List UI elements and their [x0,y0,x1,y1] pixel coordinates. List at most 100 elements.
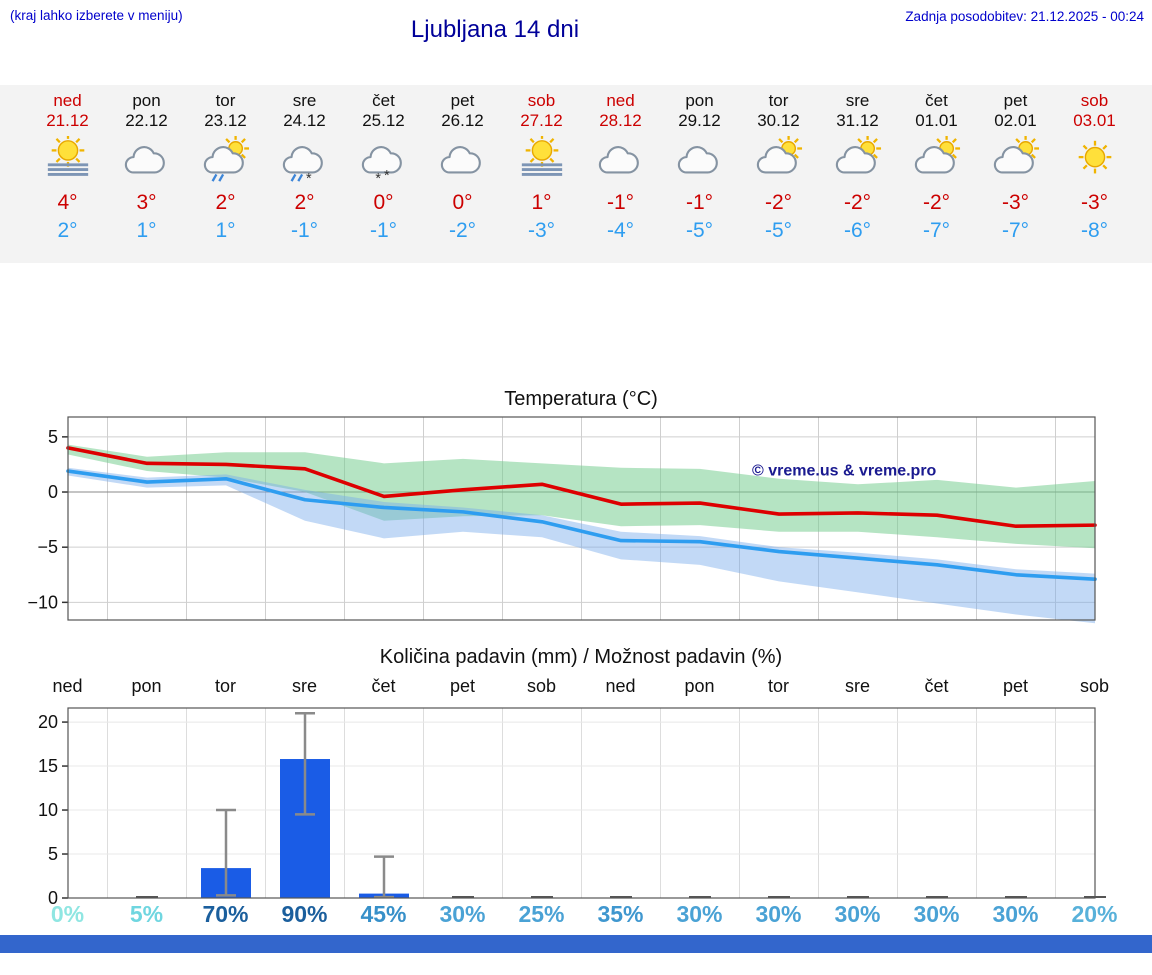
forecast-strip: ned 21.12 4° 2° pon 22.12 3° 1° tor 23.12 2° 1° sre 2… [0,85,1152,263]
clouds-icon [124,146,165,174]
sun-fog-icon [521,136,562,176]
day-label: sob [1079,676,1110,696]
day-column[interactable]: pet 26.12 0° -2° [423,85,502,244]
day-column[interactable]: čet 25.12 * * 0° -1° [344,85,423,244]
menu-hint: (kraj lahko izberete v meniju) [10,8,183,23]
temperature-chart-title: Temperatura (°C) [504,388,658,410]
watermark-link[interactable]: © vreme.us & vreme.pro [752,462,937,479]
precip-probability: 90% [281,901,328,927]
weather-icon-slot [107,134,186,186]
precip-probability: 25% [518,901,565,927]
day-date: 02.01 [994,111,1037,130]
precip-bar [847,896,869,898]
day-name: pon [132,91,161,110]
weather-icon-slot [739,134,818,186]
svg-text:*: * [375,171,381,184]
temp-max: 3° [136,191,157,214]
day-column[interactable]: sob 03.01 -3° -8° [1055,85,1134,244]
svg-text:−10: −10 [27,592,58,612]
day-label: pon [684,676,715,696]
day-label: sre [844,676,870,696]
weather-icon-slot [1055,134,1134,186]
day-name: čet [925,91,948,110]
temp-min: -3° [527,219,556,242]
temp-max: 4° [57,191,78,214]
day-column[interactable]: čet 01.01 -2° -7° [897,85,976,244]
temp-min: -5° [685,219,714,242]
day-name: sob [527,91,556,110]
weather-icon-slot [423,134,502,186]
temp-max: 0° [373,191,394,214]
weather-icon-slot [581,134,660,186]
sun-cloud-rain-icon [203,136,249,182]
day-column[interactable]: pet 02.01 -3° -7° [976,85,1055,244]
day-date: 25.12 [362,111,405,130]
precip-bar [926,896,948,898]
temp-max: -2° [922,191,951,214]
precipitation-day-labels: ned pon tor sre čet pet sob ned pon tor sre čet pet s… [28,676,1134,697]
clouds-icon [440,146,481,174]
page-title: Ljubljana 14 dni [410,16,580,43]
svg-text:5: 5 [48,844,58,864]
day-label: čet [924,676,949,696]
day-label: sob [526,676,557,696]
sun-fog-icon [47,136,88,176]
weather-icon-slot [186,134,265,186]
svg-text:−5: −5 [37,537,58,557]
precip-probability: 30% [913,901,960,927]
precip-probability: 30% [676,901,723,927]
clouds-icon [598,146,639,174]
svg-text:*: * [384,168,390,184]
temp-max: -3° [1080,191,1109,214]
temperature-chart: 5 0 −5 −10 © vreme.us & vreme.pro [27,416,1097,624]
temp-max: 0° [452,191,473,214]
day-label: sre [291,676,317,696]
day-name: sre [292,91,317,110]
cloud-rain-snow-icon: * [282,146,323,184]
day-column[interactable]: tor 23.12 2° 1° [186,85,265,244]
day-date: 03.01 [1073,111,1116,130]
day-column[interactable]: sre 31.12 -2° -6° [818,85,897,244]
temp-max: -1° [685,191,714,214]
precipitation-probability-row: 0% 5% 70% 90% 45% 30% 25% 35% 30% 30% 30% 30% 30% 20% [28,901,1134,928]
sun-icon [1078,140,1111,174]
temp-min: -7° [922,219,951,242]
day-column[interactable]: sob 27.12 1° -3° [502,85,581,244]
day-date: 24.12 [283,111,326,130]
day-date: 28.12 [599,111,642,130]
precip-probability: 5% [129,901,164,927]
svg-text:5: 5 [48,427,58,447]
day-column[interactable]: pon 22.12 3° 1° [107,85,186,244]
temp-min: -1° [369,219,398,242]
day-label: pet [449,676,476,696]
precip-probability: 30% [834,901,881,927]
temp-max: -3° [1001,191,1030,214]
temp-min: -7° [1001,219,1030,242]
day-date: 23.12 [204,111,247,130]
day-label: ned [52,676,83,696]
day-column[interactable]: pon 29.12 -1° -5° [660,85,739,244]
weather-icon-slot [502,134,581,186]
sun-cloud-icon [835,136,881,174]
day-column[interactable]: ned 21.12 4° 2° [28,85,107,244]
day-date: 01.01 [915,111,958,130]
clouds-icon [677,146,718,174]
weather-icon-slot [28,134,107,186]
sun-cloud-icon [914,136,960,174]
day-column[interactable]: tor 30.12 -2° -5° [739,85,818,244]
temp-max: 2° [294,191,315,214]
svg-text:10: 10 [38,800,58,820]
sun-cloud-icon [993,136,1039,174]
temp-max: 2° [215,191,236,214]
day-name: ned [53,91,82,110]
day-name: pet [450,91,475,110]
precipitation-chart-title: Količina padavin (mm) / Možnost padavin … [379,646,783,668]
precip-probability: 0% [50,901,85,927]
day-column[interactable]: ned 28.12 -1° -4° [581,85,660,244]
day-label: tor [214,676,236,696]
day-column[interactable]: sre 24.12 * 2° -1° [265,85,344,244]
day-label: tor [767,676,789,696]
day-name: sob [1080,91,1109,110]
temp-min: 2° [57,219,78,242]
day-name: sre [845,91,870,110]
